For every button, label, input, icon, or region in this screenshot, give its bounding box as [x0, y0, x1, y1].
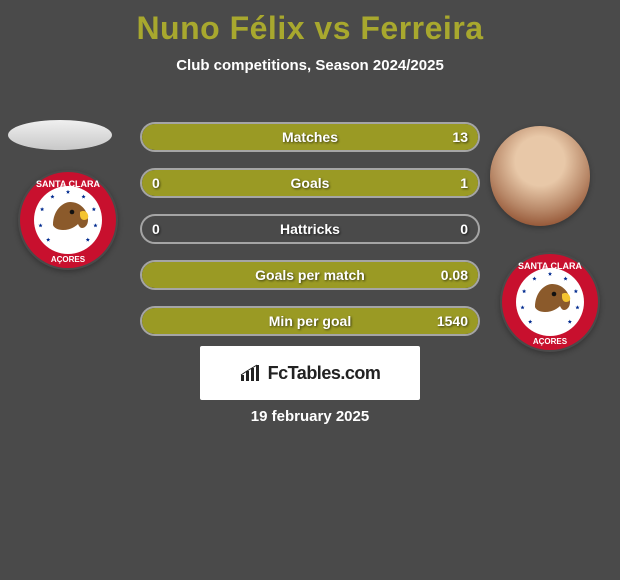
svg-text:AÇORES: AÇORES: [533, 337, 568, 346]
subtitle: Club competitions, Season 2024/2025: [0, 57, 620, 74]
player-photo-left: [8, 120, 112, 150]
stat-value-right: 0.08: [441, 260, 468, 290]
stat-value-right: 13: [452, 122, 468, 152]
watermark-text: FcTables.com: [268, 363, 381, 384]
stat-row: Min per goal1540: [140, 306, 480, 336]
stat-row: Hattricks0 0: [140, 214, 480, 244]
stat-value-right: 1540: [437, 306, 468, 336]
player-photo-right: [490, 126, 590, 226]
svg-text:SANTA CLARA: SANTA CLARA: [518, 261, 582, 271]
stat-label: Min per goal: [140, 306, 480, 336]
date-text: 19 february 2025: [0, 408, 620, 425]
svg-text:AÇORES: AÇORES: [51, 255, 86, 264]
stat-value-right: 0: [460, 214, 468, 244]
stat-label: Goals per match: [140, 260, 480, 290]
svg-text:SANTA CLARA: SANTA CLARA: [36, 179, 100, 189]
stat-label: Matches: [140, 122, 480, 152]
club-badge-left: SANTA CLARA AÇORES: [18, 170, 118, 270]
stat-label: Hattricks: [140, 214, 480, 244]
watermark-box: FcTables.com: [200, 346, 420, 400]
stat-value-right: 1: [460, 168, 468, 198]
stat-row: Goals per match0.08: [140, 260, 480, 290]
club-badge-right: SANTA CLARA AÇORES: [500, 252, 600, 352]
stat-value-left: 0: [152, 168, 160, 198]
page-title: Nuno Félix vs Ferreira: [0, 0, 620, 47]
bar-chart-icon: [240, 364, 262, 382]
stat-row: Matches13: [140, 122, 480, 152]
stat-label: Goals: [140, 168, 480, 198]
stats-panel: Matches13Goals01Hattricks00Goals per mat…: [140, 122, 480, 352]
stat-row: Goals0 1: [140, 168, 480, 198]
stat-value-left: 0: [152, 214, 160, 244]
